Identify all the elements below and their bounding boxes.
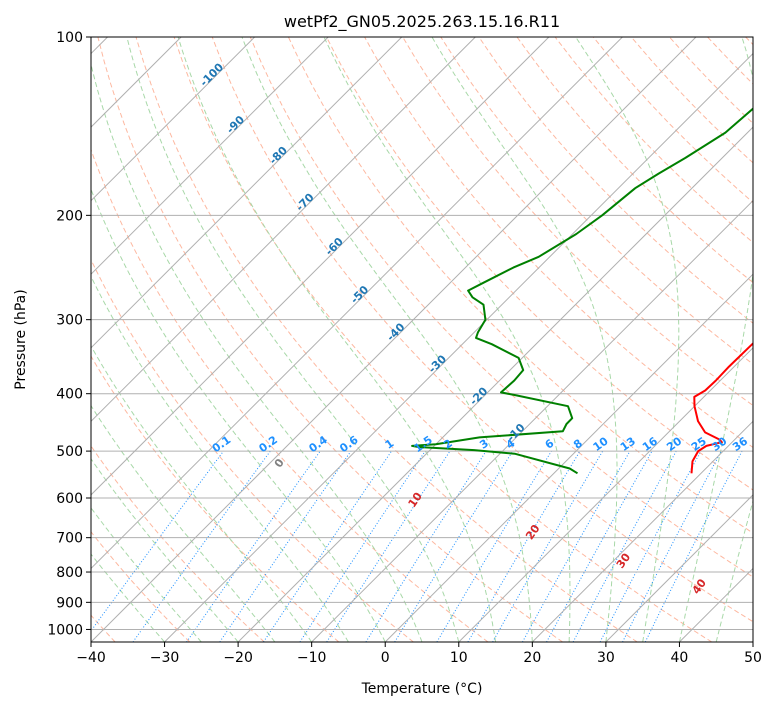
dry-adiabat-line [91, 148, 489, 642]
dry-adiabat-line [249, 37, 753, 578]
isotherms [91, 37, 753, 642]
dry-adiabat-line [516, 37, 753, 284]
mixing-ratio-line [436, 450, 552, 642]
y-tick-label: 300 [56, 313, 83, 329]
moist-adiabat-line [91, 188, 386, 642]
dry-adiabat-line [135, 37, 638, 642]
moist-adiabat-line [91, 62, 423, 642]
mixing-ratio-line [622, 450, 722, 642]
isobars [91, 37, 753, 630]
plot-area: 0.1 0.2 0.4 0.6 1 1.5 2 3 4 6 8 10 13 16 20 25 30 36-100-… [91, 37, 753, 642]
dry-adiabat-line [97, 37, 563, 642]
sounding-series [411, 107, 753, 475]
moist-adiabat-line [575, 37, 680, 642]
dry-adiabat-line [478, 37, 753, 324]
y-tick-label: 400 [56, 387, 83, 403]
dewpoint-profile-line [411, 107, 753, 475]
x-tick-label: −20 [223, 650, 253, 666]
dry-adiabat-line [91, 355, 340, 642]
y-tick-label: 200 [56, 208, 83, 224]
mixing-ratio-line [546, 450, 653, 642]
isotherm-line [91, 37, 329, 275]
isotherm-line [91, 37, 697, 642]
moist-adiabat-line [91, 275, 349, 642]
mixing-ratio-line [467, 450, 581, 642]
dry-adiabat-line [402, 37, 753, 407]
moist-adiabat-line [715, 498, 753, 642]
y-tick-label: 600 [56, 491, 83, 507]
dry-adiabat-line [211, 37, 753, 623]
moist-adiabat-line [431, 37, 618, 642]
y-axis-label: Pressure (hPa) [13, 289, 29, 389]
x-tick-label: −40 [76, 650, 106, 666]
isotherm-line [164, 52, 753, 642]
mixing-ratio-line [91, 450, 224, 632]
dry-adiabat-line [91, 531, 191, 642]
isotherm-line [91, 37, 256, 202]
mixing-ratio-line [263, 450, 392, 642]
isotherm-line [605, 494, 753, 642]
temperature-profile-line [690, 342, 753, 474]
y-tick-label: 1000 [47, 622, 83, 638]
x-tick-label: 40 [671, 650, 689, 666]
dry-adiabat-line [91, 445, 265, 642]
y-tick-label: 100 [56, 30, 83, 46]
chart-title: wetPf2_GN05.2025.263.15.16.R11 [284, 12, 560, 32]
moist-adiabat-line [241, 37, 533, 642]
y-tick-label: 800 [56, 565, 83, 581]
x-axis-label: Temperature (°C) [361, 681, 483, 697]
isotherm-line [531, 420, 753, 642]
moist-adiabat-line [91, 404, 276, 642]
moist-adiabat-line [177, 37, 497, 642]
x-tick-label: −10 [297, 650, 327, 666]
y-axis-ticks: 100 200 300 400 500 600 700 800 900 1000 [47, 30, 91, 638]
plot-frame [90, 36, 754, 643]
y-tick-label: 700 [56, 531, 83, 547]
mixing-ratio-line [299, 450, 426, 642]
isotherm-line [237, 126, 753, 642]
moist-adiabat-line [323, 37, 571, 642]
isotherm-line [91, 37, 476, 423]
isotherm-line [311, 199, 753, 642]
dry-adiabat-line [326, 37, 753, 491]
moist-adiabats [91, 37, 753, 642]
isotherm-line [384, 273, 753, 642]
mixing-ratio-line [365, 450, 487, 642]
y-tick-label: 900 [56, 595, 83, 611]
x-tick-label: 10 [450, 650, 468, 666]
isotherm-line [458, 347, 753, 642]
x-tick-label: −30 [150, 650, 180, 666]
mixing-ratio-line [326, 450, 451, 642]
isotherm-line [91, 37, 403, 349]
moist-adiabat-line [678, 37, 753, 642]
x-tick-label: 0 [381, 650, 390, 666]
moist-adiabat-line [126, 37, 460, 642]
x-axis-ticks: −40 −30 −20 −10 0 10 20 30 40 50 [76, 642, 762, 666]
x-tick-label: 50 [744, 650, 762, 666]
y-tick-label: 500 [56, 444, 83, 460]
x-tick-label: 30 [597, 650, 615, 666]
isotherm-line [91, 37, 623, 570]
moist-adiabat-line [91, 457, 239, 642]
x-tick-label: 20 [523, 650, 541, 666]
mixing-ratio-line [599, 450, 702, 642]
isotherm-line [91, 37, 550, 496]
